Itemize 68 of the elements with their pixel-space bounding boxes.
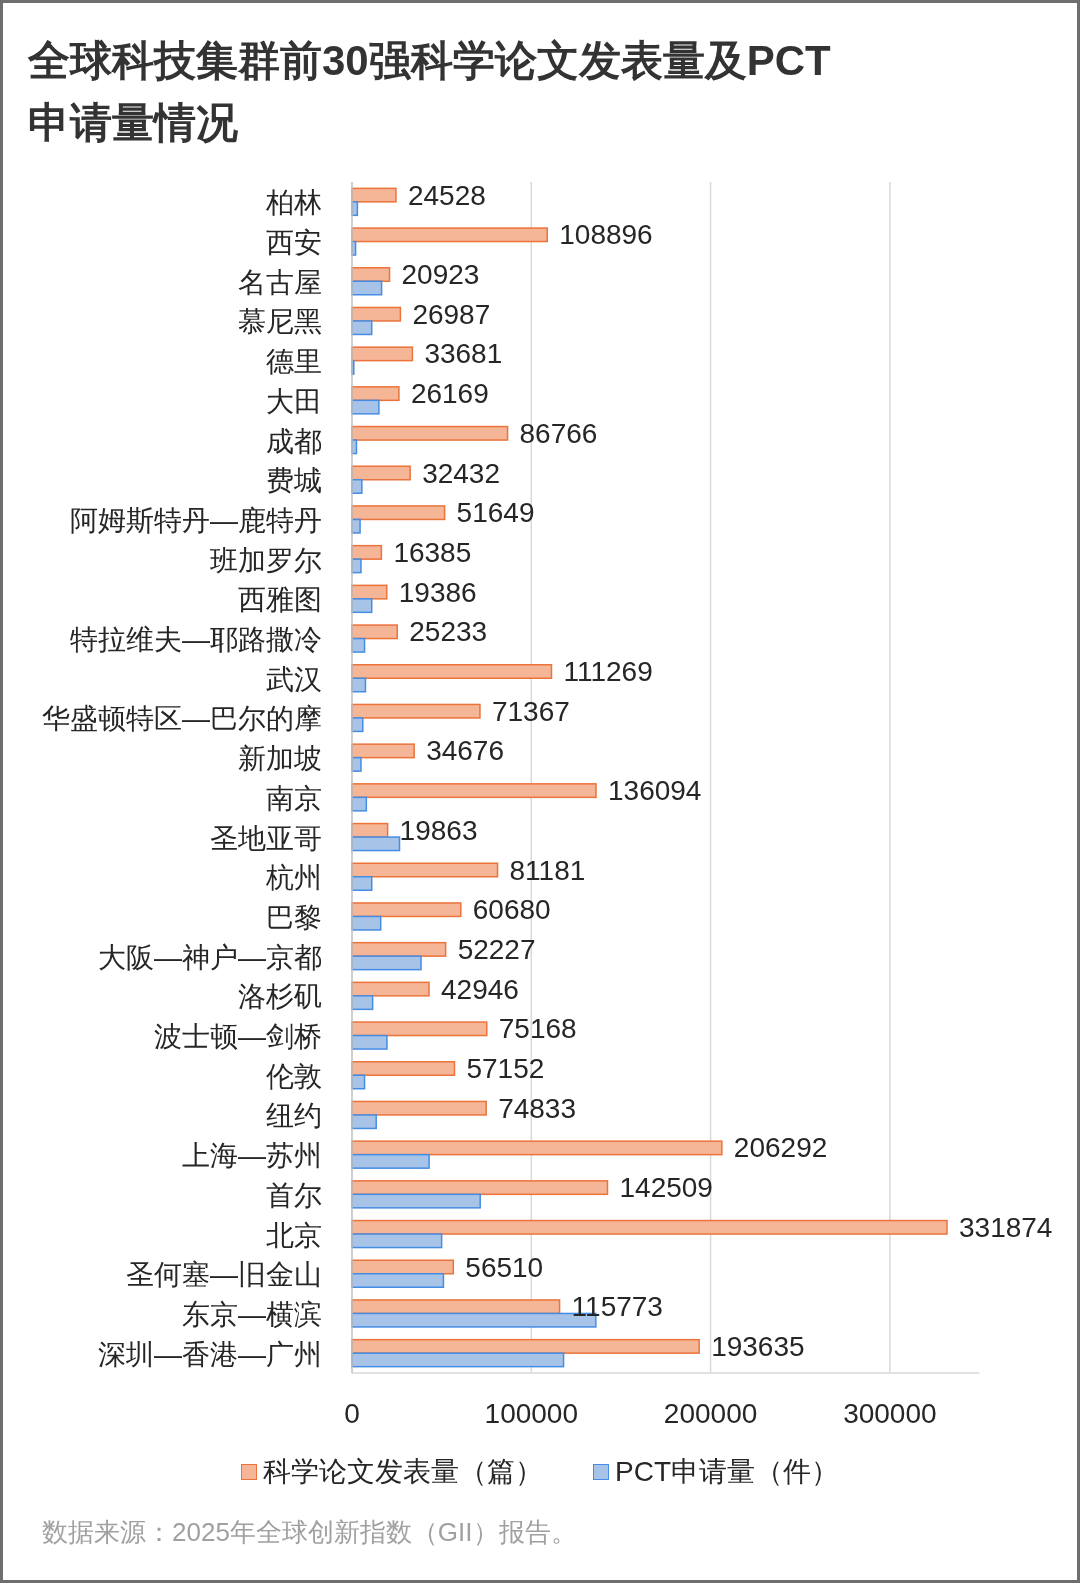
data-label: 25233 (409, 616, 488, 648)
x-tick-label: 100000 (484, 1397, 578, 1429)
y-tick-label: 首尔 (266, 1179, 322, 1211)
data-label: 20923 (401, 259, 480, 290)
y-tick-label: 纽约 (266, 1100, 322, 1132)
data-label: 56510 (465, 1251, 544, 1283)
data-label: 24528 (407, 179, 486, 211)
source-note: 数据来源：2025年全球创新指数（GII）报告。 (42, 1516, 577, 1549)
y-tick-label: 圣地亚哥 (210, 822, 322, 854)
y-tick-label: 巴黎 (266, 901, 322, 933)
y-tick-label: 武汉 (266, 663, 322, 695)
y-tick-label: 深圳—香港—广州 (98, 1338, 322, 1370)
data-label: 75168 (498, 1013, 577, 1045)
y-tick-label: 洛杉矶 (238, 981, 322, 1013)
data-label: 34676 (426, 735, 505, 767)
data-label: 19863 (399, 814, 478, 846)
y-tick-label: 特拉维夫—耶路撒冷 (70, 624, 322, 656)
data-label: 32432 (422, 457, 501, 489)
data-label: 111269 (563, 656, 653, 687)
y-tick-label: 西安 (266, 227, 322, 259)
y-tick-label: 阿姆斯特丹—鹿特丹 (70, 504, 322, 536)
data-label: 142509 (619, 1172, 713, 1204)
y-tick-label: 西雅图 (238, 584, 322, 616)
data-label: 74833 (498, 1092, 577, 1124)
data-label: 26169 (410, 378, 489, 410)
y-tick-label: 杭州 (265, 862, 322, 894)
y-tick-label: 柏林 (265, 187, 322, 219)
data-label: 60680 (472, 894, 551, 926)
y-tick-label: 北京 (266, 1219, 322, 1251)
y-tick-label: 名古屋 (238, 266, 322, 298)
data-label: 108896 (559, 219, 653, 251)
data-label: 52227 (457, 933, 536, 965)
y-tick-label: 慕尼黑 (238, 306, 322, 338)
data-label: 42946 (441, 973, 519, 1005)
data-label: 26987 (412, 298, 491, 330)
legend-label: 科学论文发表量（篇） (263, 1455, 543, 1489)
data-label: 136094 (608, 775, 702, 807)
data-label: 51649 (456, 497, 535, 529)
data-label: 206292 (733, 1132, 828, 1164)
data-label: 33681 (424, 338, 503, 370)
y-tick-label: 新加坡 (238, 743, 322, 775)
x-tick-label: 300000 (843, 1397, 937, 1429)
chart-title: 全球科技集群前30强科学论文发表量及PCT申请量情况 (28, 36, 832, 148)
y-tick-label: 大田 (266, 385, 322, 417)
data-label: 71367 (491, 695, 570, 727)
legend-label: PCT申请量（件） (615, 1455, 839, 1489)
data-label: 57152 (466, 1053, 545, 1084)
y-tick-label: 南京 (266, 782, 322, 814)
data-label: 86766 (519, 417, 598, 449)
data-label: 331874 (959, 1211, 1053, 1243)
y-tick-label: 德里 (266, 346, 322, 378)
y-tick-label: 华盛顿特区—巴尔的摩 (42, 703, 322, 735)
y-tick-label: 大阪—神户—京都 (98, 941, 322, 973)
x-tick-label: 200000 (663, 1397, 758, 1429)
y-tick-label: 上海—苏州 (182, 1140, 322, 1172)
y-tick-label: 圣何塞—旧金山 (126, 1259, 322, 1291)
y-tick-label: 班加罗尔 (210, 544, 322, 576)
data-label: 193635 (711, 1330, 805, 1362)
y-tick-label: 伦敦 (266, 1060, 322, 1092)
data-label: 81181 (509, 854, 586, 886)
y-tick-label: 东京—横滨 (182, 1298, 322, 1330)
y-tick-label: 波士顿—剑桥 (154, 1021, 322, 1053)
data-label: 19386 (398, 576, 477, 608)
y-tick-label: 成都 (266, 425, 322, 457)
data-label: 115773 (571, 1291, 663, 1323)
data-label: 16385 (393, 536, 472, 568)
y-tick-label: 费城 (266, 465, 322, 497)
x-tick-label: 0 (344, 1397, 360, 1429)
